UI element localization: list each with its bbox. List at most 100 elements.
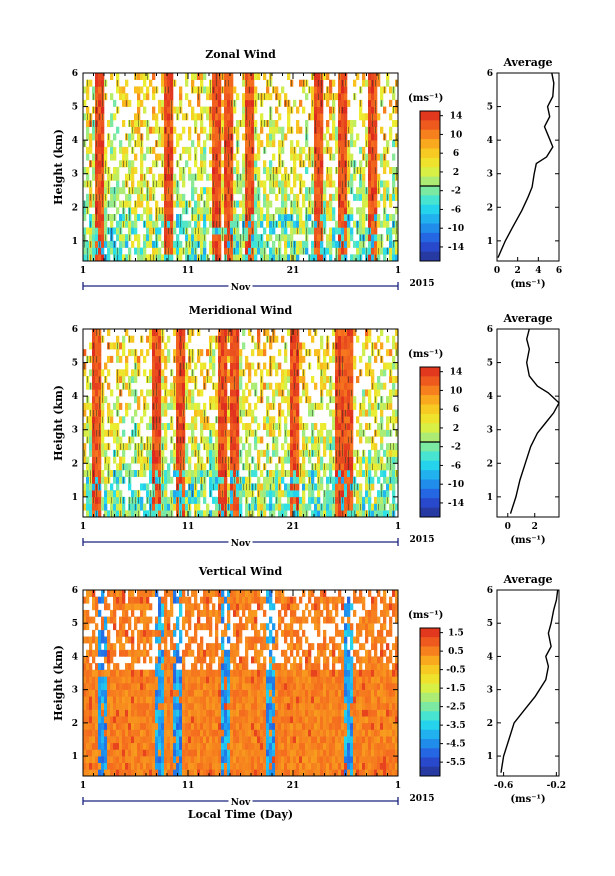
heatmap-cell (275, 120, 279, 128)
avg-x-tick-label: 2 (515, 266, 521, 276)
heatmap-cell (287, 113, 291, 121)
heatmap-cell (317, 200, 321, 208)
heatmap-cell (329, 470, 333, 478)
heatmap-cell (341, 153, 345, 161)
heatmap-cell (281, 214, 285, 222)
heatmap-cell (362, 200, 366, 208)
heatmap-cell (254, 106, 258, 114)
heatmap-cell (134, 126, 138, 134)
heatmap-cell (191, 483, 195, 491)
heatmap-cell (281, 133, 285, 141)
heatmap-cell (299, 423, 303, 431)
heatmap-cell (281, 146, 285, 154)
heatmap-cell (107, 254, 111, 262)
heatmap-cell (98, 470, 102, 478)
heatmap-cell (335, 510, 339, 518)
heatmap-cell (224, 329, 228, 337)
heatmap-cell (389, 113, 393, 121)
heatmap-cell (215, 247, 219, 255)
heatmap-cell (281, 369, 285, 377)
heatmap-cell (278, 402, 282, 410)
heatmap-cell (149, 376, 153, 384)
heatmap-cell (338, 409, 342, 417)
heatmap-cell (341, 402, 345, 410)
heatmap-cell (293, 496, 297, 504)
heatmap-cell (356, 207, 360, 215)
heatmap-cell (251, 409, 255, 417)
heatmap-cell (203, 362, 207, 370)
heatmap-cell (179, 355, 183, 363)
heatmap-cell (176, 234, 180, 242)
heatmap-cell (89, 449, 93, 457)
heatmap-cell (362, 470, 366, 478)
heatmap-cell (353, 193, 357, 201)
heatmap-cell (152, 220, 156, 228)
heatmap-cell (362, 193, 366, 201)
heatmap-cell (338, 220, 342, 228)
heatmap-cell (122, 429, 126, 437)
heatmap-cell (359, 409, 363, 417)
heatmap-cell (161, 510, 165, 518)
heatmap-cell (314, 73, 318, 81)
heatmap-cell (377, 389, 381, 397)
heatmap-cell (221, 463, 225, 471)
heatmap-cell (335, 503, 339, 511)
heatmap-cell (89, 247, 93, 255)
heatmap-cell (218, 409, 222, 417)
heatmap-cell (269, 416, 273, 424)
heatmap-cell (101, 227, 105, 235)
heatmap-cell (161, 240, 165, 248)
heatmap-cell (332, 416, 336, 424)
heatmap-cell (236, 254, 240, 262)
heatmap-cell (245, 140, 249, 148)
heatmap-cell (116, 349, 120, 357)
heatmap-cell (221, 173, 225, 181)
heatmap-cell (236, 436, 240, 444)
heatmap-cell (158, 153, 162, 161)
heatmap-cell (326, 476, 330, 484)
heatmap-cell (344, 126, 348, 134)
heatmap-cell (251, 503, 255, 511)
heatmap-cell (206, 193, 210, 201)
heatmap-cell (320, 120, 324, 128)
heatmap-cell (107, 496, 111, 504)
heatmap-cell (203, 126, 207, 134)
heatmap-cell (320, 463, 324, 471)
heatmap-cell (341, 146, 345, 154)
heatmap-cell (242, 79, 246, 87)
heatmap-cell (320, 483, 324, 491)
heatmap-cell (152, 335, 156, 343)
heatmap-cell (155, 227, 159, 235)
heatmap-cell (338, 503, 342, 511)
heatmap-cell (380, 510, 384, 518)
heatmap-cell (257, 173, 261, 181)
heatmap-cell (95, 79, 99, 87)
heatmap-cell (197, 402, 201, 410)
heatmap-cell (176, 200, 180, 208)
heatmap-cell (203, 483, 207, 491)
heatmap-cell (377, 376, 381, 384)
heatmap-cell (131, 227, 135, 235)
heatmap-cell (308, 483, 312, 491)
heatmap-cell (368, 160, 372, 168)
heatmap-cell (368, 200, 372, 208)
heatmap-cell (257, 496, 261, 504)
heatmap-cell (227, 376, 231, 384)
heatmap-cell (140, 254, 144, 262)
heatmap-cell (227, 254, 231, 262)
average-frame (496, 72, 560, 262)
heatmap-cell (272, 389, 276, 397)
heatmap-cell (239, 362, 243, 370)
heatmap-cell (257, 476, 261, 484)
heatmap-cell (377, 214, 381, 222)
heatmap-cell (293, 349, 297, 357)
heatmap-cell (137, 234, 141, 242)
heatmap-cell (143, 254, 147, 262)
heatmap-cell (254, 167, 258, 175)
heatmap-cell (164, 443, 168, 451)
heatmap-cell (266, 503, 270, 511)
heatmap-cell (275, 234, 279, 242)
heatmap-cell (257, 510, 261, 518)
heatmap-cell (275, 443, 279, 451)
